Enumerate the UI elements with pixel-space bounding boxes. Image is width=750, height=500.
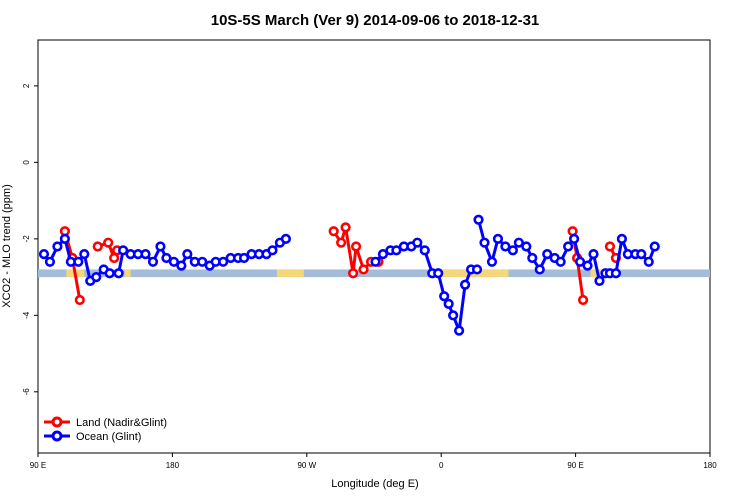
- data-point: [140, 249, 151, 260]
- data-point: [643, 256, 654, 267]
- data-point: [168, 256, 179, 267]
- x-axis-label: Longitude (deg E): [331, 478, 418, 490]
- data-point: [486, 256, 498, 267]
- data-point: [336, 237, 347, 248]
- data-point: [103, 237, 114, 248]
- data-point: [636, 249, 647, 260]
- data-point: [73, 256, 84, 267]
- data-point: [147, 256, 159, 267]
- land-band: [124, 269, 131, 278]
- data-point: [588, 249, 599, 260]
- data-point: [391, 245, 402, 256]
- data-point: [419, 245, 430, 256]
- data-point: [500, 241, 511, 252]
- data-point: [604, 241, 616, 252]
- data-point: [507, 245, 518, 256]
- data-point: [52, 241, 63, 252]
- data-point: [439, 291, 450, 302]
- data-point: [161, 252, 172, 264]
- series-1: [38, 214, 660, 336]
- legend-ocean-marker: [51, 430, 63, 442]
- x-tick-label: 0: [439, 461, 444, 470]
- data-point: [328, 226, 339, 237]
- data-point: [118, 245, 129, 256]
- data-point: [176, 260, 187, 271]
- y-tick-label: 2: [22, 83, 31, 88]
- data-point: [610, 268, 622, 279]
- legend-ocean-label: Ocean (Glint): [76, 431, 141, 443]
- x-tick-label: 90 W: [297, 461, 316, 470]
- data-point: [238, 252, 250, 264]
- data-point: [59, 233, 70, 244]
- data-point: [280, 233, 291, 244]
- data-point: [182, 249, 193, 260]
- data-point: [448, 310, 459, 321]
- data-point: [555, 256, 566, 267]
- data-point: [412, 237, 423, 248]
- data-point: [616, 233, 627, 244]
- data-point: [74, 294, 85, 306]
- data-point: [433, 268, 444, 279]
- data-point: [473, 214, 484, 225]
- data-point: [347, 268, 359, 279]
- x-tick-label: 180: [703, 461, 717, 470]
- data-point: [582, 260, 593, 271]
- data-point: [267, 245, 278, 256]
- legend-land-label: Land (Nadir&Glint): [76, 417, 167, 429]
- data-point: [542, 249, 553, 260]
- data-point: [340, 222, 351, 233]
- y-axis-label: XCO2 - MLO trend (ppm): [1, 184, 13, 307]
- legend: Land (Nadir&Glint) Ocean (Glint): [44, 416, 167, 443]
- data-point: [79, 249, 90, 260]
- data-point: [479, 237, 490, 248]
- x-axis-ticks: 90 E 180 90 W 0 90 E 180: [30, 453, 717, 470]
- data-point: [577, 294, 589, 306]
- data-point: [113, 268, 124, 279]
- series-layer: [38, 214, 660, 336]
- y-axis-ticks: 2 0 -2 -4 -6: [22, 83, 38, 395]
- data-point: [454, 325, 465, 336]
- ocean-band: [38, 269, 710, 278]
- y-tick-label: -2: [22, 235, 31, 243]
- data-point: [471, 264, 483, 275]
- chart-title: 10S-5S March (Ver 9) 2014-09-06 to 2018-…: [211, 12, 540, 29]
- data-point: [91, 271, 102, 283]
- data-point: [44, 256, 56, 267]
- data-point: [492, 233, 504, 244]
- y-tick-label: -6: [22, 388, 31, 396]
- data-point: [155, 241, 166, 252]
- data-point: [649, 241, 660, 252]
- x-tick-label: 180: [166, 461, 180, 470]
- data-point: [594, 275, 605, 287]
- data-point: [218, 256, 229, 267]
- land-band: [276, 269, 304, 278]
- data-point: [38, 249, 50, 260]
- y-tick-label: 0: [22, 160, 31, 165]
- x-tick-label: 90 E: [30, 461, 46, 470]
- y-tick-label: -4: [22, 311, 31, 319]
- data-point: [521, 241, 532, 252]
- x-tick-label: 90 E: [567, 461, 583, 470]
- data-point: [513, 237, 524, 248]
- data-point: [350, 241, 362, 252]
- series-0: [59, 222, 622, 306]
- data-point: [459, 279, 471, 290]
- plot-frame: [37, 39, 711, 454]
- data-point: [569, 233, 580, 244]
- data-point: [92, 241, 103, 252]
- data-point: [563, 241, 574, 252]
- legend-land-marker: [51, 416, 63, 428]
- data-point: [358, 264, 369, 275]
- data-point: [527, 252, 538, 264]
- data-point: [574, 256, 586, 267]
- data-point: [567, 226, 578, 237]
- data-point: [104, 268, 115, 279]
- data-point: [534, 264, 545, 275]
- data-point: [443, 298, 454, 309]
- data-point: [377, 249, 389, 260]
- data-point: [370, 256, 381, 267]
- data-point: [197, 256, 208, 267]
